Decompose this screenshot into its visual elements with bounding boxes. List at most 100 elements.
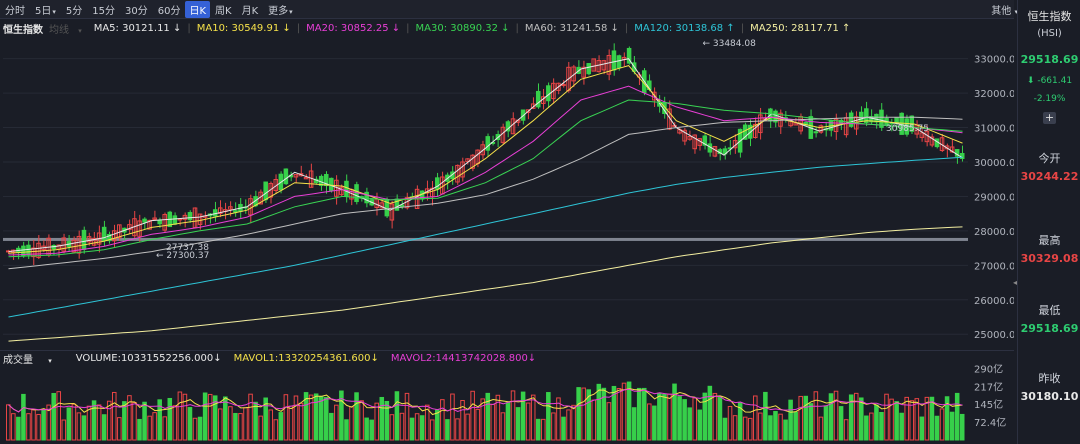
timeframe-7[interactable]: 周K (215, 5, 232, 17)
candlestick-chart[interactable]: 33000.0 32000.0 31000.0 30000.0 29000.0 28000… (0, 0, 1014, 444)
volume-bar (248, 393, 253, 441)
other-menu[interactable]: 其他 ▾ (991, 5, 1018, 17)
volume-bar (429, 419, 435, 441)
ma-mode-selector[interactable]: 均线 ▾ (49, 24, 82, 36)
separator: | (515, 22, 519, 34)
candle-body (667, 108, 672, 130)
volume-bar (167, 397, 173, 441)
candle-body (687, 136, 692, 140)
volume-bar (954, 392, 960, 441)
candle-body (76, 235, 82, 254)
candle-body (929, 136, 935, 146)
volume-bar (51, 392, 56, 441)
ma-line-ma60 (8, 116, 963, 270)
volume-bar (187, 407, 193, 441)
volume-bar (500, 412, 506, 441)
volume-tick-label: 72.4亿 (974, 416, 1006, 429)
volume-bar (106, 400, 112, 441)
volume-bar (419, 415, 425, 441)
volume-bar (460, 400, 465, 441)
volume-bar (152, 412, 157, 441)
volume-bar (541, 418, 546, 441)
candle-body (561, 83, 566, 87)
timeframe-9[interactable]: 更多▾ (268, 5, 293, 17)
candle-body (147, 219, 152, 230)
candle-body (283, 168, 289, 185)
candle-body (551, 82, 556, 100)
timeframe-3[interactable]: 15分 (92, 5, 115, 17)
mavol2-value: MAVOL2:14413742028.800↓ (390, 352, 537, 364)
candle-body (525, 109, 531, 113)
volume-bar (212, 395, 218, 441)
ma-legend-item: MA30: 30890.32 ↓ (415, 22, 510, 34)
volume-bar (384, 400, 390, 441)
candle-body (813, 131, 819, 134)
volume-bar (465, 413, 470, 441)
ma-line-ma250 (8, 226, 963, 342)
volume-bar (258, 415, 263, 441)
volume-bar (409, 417, 415, 441)
timeframe-8[interactable]: 月K (241, 5, 259, 17)
timeframe-1[interactable]: 5日▾ (35, 5, 56, 17)
volume-bar (556, 397, 561, 441)
timeframe-0[interactable]: 分时 (5, 5, 25, 17)
support-line (3, 237, 968, 241)
volume-bar (223, 396, 228, 441)
timeframe-2[interactable]: 5分 (65, 5, 83, 17)
add-watchlist-button[interactable]: + (1043, 111, 1056, 124)
candle-body (485, 136, 491, 151)
ma-line-ma10 (8, 65, 963, 254)
separator: | (624, 22, 629, 34)
candle-body (344, 180, 349, 197)
volume-bar (707, 385, 713, 441)
timeframe-4[interactable]: 30分 (125, 5, 148, 17)
volume-bar (298, 402, 304, 441)
volume-bar (71, 403, 77, 441)
candle-body (581, 66, 586, 78)
candle-body (753, 123, 758, 138)
volume-bar (117, 417, 122, 441)
volume-bar (828, 393, 834, 441)
candle-body (742, 124, 748, 140)
volume-bar (808, 403, 814, 441)
separator: | (187, 22, 191, 34)
volume-bar (238, 413, 243, 441)
volume-bar (435, 409, 440, 441)
volume-bar (924, 396, 930, 441)
price-annotation: 27737.38 (166, 243, 209, 253)
quote-title: 恒生指数 (1027, 10, 1072, 23)
index-name: 恒生指数 (3, 24, 43, 36)
quote-code: (HSI) (1037, 28, 1062, 39)
volume-bar (631, 407, 637, 441)
price-tick-label: 32000.0 (974, 89, 1014, 100)
volume-bar (142, 401, 147, 441)
candle-body (530, 103, 536, 109)
volume-bar (76, 412, 82, 441)
volume-bar (329, 412, 334, 441)
volume-indicator-selector[interactable]: 成交量 ▾ (3, 354, 52, 366)
timeframe-6[interactable]: 日K (185, 0, 211, 18)
volume-bar (561, 416, 566, 441)
volume-bar (626, 381, 632, 441)
volume-bar (571, 404, 576, 441)
candle-body (91, 237, 97, 246)
volume-bar (111, 391, 117, 441)
volume-bar (727, 405, 733, 441)
volume-bar (157, 399, 162, 441)
collapse-panel-icon[interactable]: ◀ (1013, 278, 1019, 287)
volume-tick-label: 145亿 (974, 398, 1003, 411)
candle-body (864, 108, 869, 123)
volume-bar (389, 414, 395, 441)
stat-3: 昨收 30180.10 (1018, 370, 1080, 403)
candle-body (556, 82, 561, 91)
candle-body (233, 210, 238, 213)
timeframe-5[interactable]: 60分 (157, 5, 181, 17)
candle-body (601, 60, 607, 71)
volume-bar (621, 382, 627, 441)
volume-bar (6, 404, 11, 441)
volume-bar (495, 394, 501, 441)
candle-body (228, 206, 233, 210)
volume-bar (813, 391, 819, 441)
candle-body (874, 113, 879, 123)
volume-bar (864, 415, 869, 441)
